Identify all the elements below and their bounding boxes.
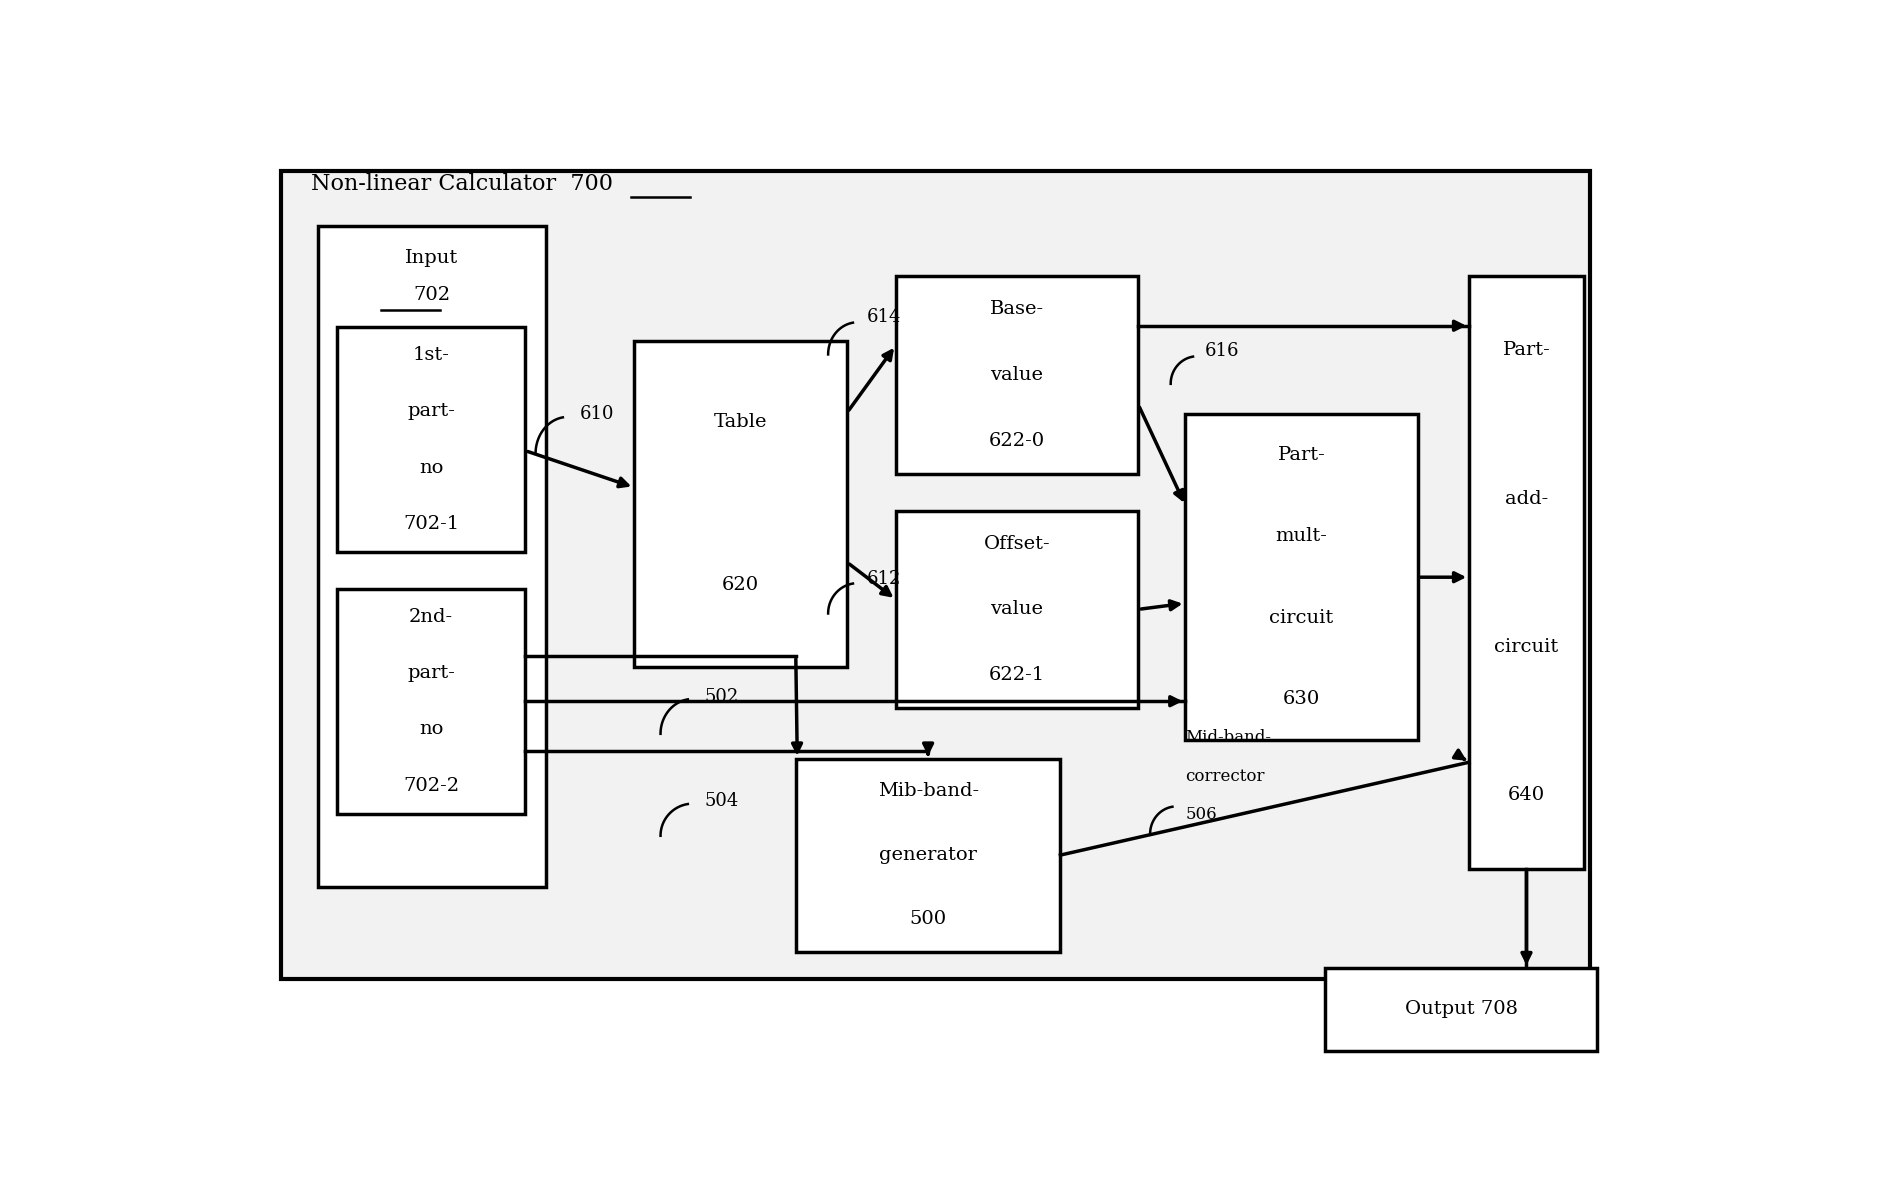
Text: value: value xyxy=(990,366,1043,384)
Bar xyxy=(895,511,1138,709)
Text: circuit: circuit xyxy=(1495,638,1559,656)
Text: 622-1: 622-1 xyxy=(988,666,1045,685)
Text: mult-: mult- xyxy=(1275,527,1328,545)
Text: 702-1: 702-1 xyxy=(404,515,459,533)
Text: 610: 610 xyxy=(580,404,615,422)
Text: Offset-: Offset- xyxy=(985,534,1051,552)
Bar xyxy=(338,327,525,552)
Text: 622-0: 622-0 xyxy=(988,432,1045,450)
Text: 2nd-: 2nd- xyxy=(410,607,453,626)
Text: no: no xyxy=(419,458,444,476)
Text: corrector: corrector xyxy=(1186,767,1265,785)
Text: 702: 702 xyxy=(414,286,450,304)
Text: Base-: Base- xyxy=(990,301,1043,319)
Text: Mib-band-: Mib-band- xyxy=(878,781,979,799)
Text: 640: 640 xyxy=(1508,786,1544,804)
Text: Part-: Part- xyxy=(1279,446,1326,464)
Text: 502: 502 xyxy=(704,687,740,706)
Text: 702-2: 702-2 xyxy=(404,777,459,795)
Text: value: value xyxy=(990,600,1043,618)
Bar xyxy=(895,277,1138,474)
Text: 620: 620 xyxy=(723,576,759,594)
Text: Part-: Part- xyxy=(1502,341,1550,359)
Text: 1st-: 1st- xyxy=(414,346,450,364)
Text: part-: part- xyxy=(408,402,455,420)
Bar xyxy=(281,171,1590,979)
Text: Non-linear Calculator  700: Non-linear Calculator 700 xyxy=(311,173,613,196)
Text: no: no xyxy=(419,721,444,738)
Text: circuit: circuit xyxy=(1269,608,1334,628)
Text: 506: 506 xyxy=(1186,806,1218,823)
Text: 612: 612 xyxy=(867,570,901,588)
Bar xyxy=(1324,968,1597,1051)
Bar xyxy=(1468,277,1584,869)
Text: Table: Table xyxy=(713,413,768,431)
Text: generator: generator xyxy=(878,846,977,864)
Text: Input: Input xyxy=(406,249,459,267)
Bar xyxy=(634,341,848,667)
Text: add-: add- xyxy=(1504,489,1548,507)
Bar xyxy=(797,759,1060,952)
Bar xyxy=(338,588,525,814)
Text: 616: 616 xyxy=(1205,342,1239,360)
Bar xyxy=(1186,414,1417,740)
Text: 630: 630 xyxy=(1282,691,1320,709)
Text: 614: 614 xyxy=(867,308,901,327)
Text: part-: part- xyxy=(408,665,455,682)
Text: 500: 500 xyxy=(909,910,947,928)
Text: Output 708: Output 708 xyxy=(1404,1001,1518,1019)
Text: Mid-band-: Mid-band- xyxy=(1186,729,1271,746)
Bar xyxy=(319,225,546,888)
Text: 504: 504 xyxy=(704,792,740,810)
